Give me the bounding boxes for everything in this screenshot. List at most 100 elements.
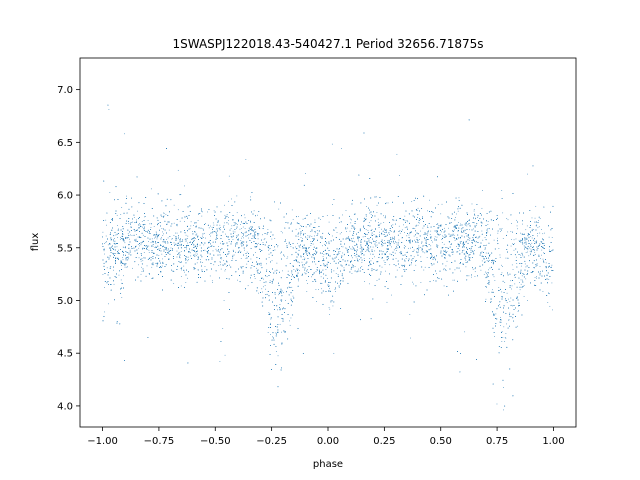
data-point — [430, 253, 432, 255]
data-point — [425, 240, 427, 242]
data-point — [115, 253, 117, 254]
data-point — [427, 227, 429, 228]
data-point — [392, 241, 394, 243]
data-point — [102, 273, 104, 275]
data-point — [316, 301, 317, 302]
data-point — [257, 235, 259, 237]
data-point — [534, 251, 536, 253]
data-point — [412, 228, 414, 230]
data-point — [232, 230, 234, 232]
data-point — [215, 248, 217, 250]
data-point — [371, 234, 372, 236]
data-point — [315, 271, 317, 273]
data-point — [126, 266, 128, 268]
data-point — [538, 226, 540, 228]
data-point — [130, 234, 131, 236]
data-point — [239, 250, 240, 252]
data-point — [143, 229, 145, 231]
data-point — [522, 255, 524, 257]
data-point — [257, 214, 258, 216]
data-point — [268, 253, 270, 255]
data-point — [399, 230, 401, 231]
data-point — [298, 223, 300, 225]
data-point — [232, 254, 234, 256]
data-point — [522, 223, 523, 225]
data-point — [426, 243, 427, 245]
data-point — [457, 230, 459, 232]
data-point — [514, 243, 515, 245]
data-point — [548, 236, 550, 238]
data-point — [240, 240, 242, 241]
data-point — [279, 323, 281, 325]
data-point — [236, 235, 237, 237]
data-point — [396, 242, 398, 244]
data-point — [374, 250, 376, 252]
data-point — [271, 283, 273, 284]
data-point — [212, 282, 213, 283]
data-point — [453, 234, 455, 236]
data-point — [188, 259, 189, 260]
data-point — [172, 238, 173, 239]
data-point — [513, 239, 515, 241]
data-point — [394, 252, 396, 254]
data-point — [474, 244, 476, 246]
data-point — [184, 185, 185, 187]
data-point — [529, 250, 531, 252]
data-point — [397, 260, 399, 262]
data-point — [398, 243, 399, 245]
data-point — [158, 255, 160, 257]
data-point — [121, 264, 122, 266]
data-point — [533, 254, 535, 256]
data-point — [120, 279, 122, 281]
data-point — [427, 235, 428, 236]
data-point — [528, 243, 530, 244]
data-point — [200, 259, 201, 260]
data-point — [502, 238, 504, 239]
data-point — [440, 213, 442, 215]
data-point — [488, 282, 489, 283]
data-point — [552, 269, 554, 271]
data-point — [541, 254, 542, 256]
data-point — [193, 225, 194, 226]
data-point — [123, 247, 125, 248]
data-point — [187, 242, 188, 244]
data-point — [192, 231, 193, 232]
data-point — [533, 229, 535, 230]
data-point — [167, 237, 169, 239]
data-point — [427, 225, 428, 227]
data-point — [245, 257, 247, 259]
data-point — [367, 246, 369, 247]
data-point — [528, 236, 530, 238]
data-point — [424, 252, 426, 254]
data-point — [376, 280, 378, 281]
data-point — [245, 255, 247, 257]
data-point — [322, 269, 324, 271]
data-point — [516, 263, 518, 264]
data-point — [423, 244, 425, 246]
data-point — [339, 233, 341, 235]
data-point — [501, 331, 503, 333]
data-point — [118, 274, 120, 276]
data-point — [322, 233, 324, 234]
data-point — [115, 256, 117, 258]
data-point — [531, 242, 533, 244]
data-point — [300, 237, 302, 238]
data-point — [315, 263, 317, 265]
data-point — [515, 274, 517, 275]
data-point — [262, 234, 263, 236]
data-point — [401, 237, 403, 239]
data-point — [113, 283, 115, 285]
data-point — [161, 215, 162, 217]
data-point — [396, 153, 398, 155]
data-point — [551, 269, 552, 271]
data-point — [395, 257, 397, 259]
data-point — [259, 280, 261, 282]
data-point — [212, 250, 214, 252]
data-point — [460, 270, 461, 272]
data-point — [351, 273, 353, 274]
data-point — [288, 241, 290, 243]
data-point — [501, 272, 503, 274]
data-point — [510, 231, 512, 232]
data-point — [419, 219, 421, 220]
